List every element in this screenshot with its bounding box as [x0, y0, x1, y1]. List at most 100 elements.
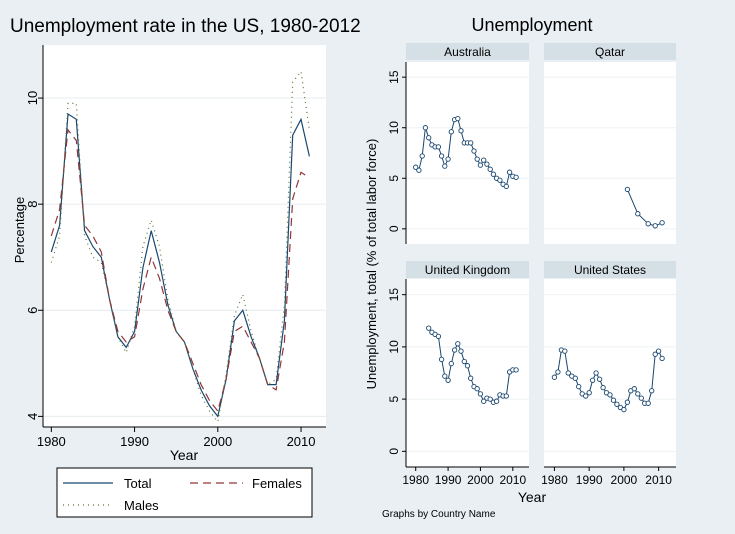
panel-y-tick-label: 15	[387, 288, 401, 302]
panel-data-point	[503, 393, 509, 399]
legend-label-total: Total	[124, 476, 152, 491]
panel-data-point	[506, 169, 513, 175]
panel-data-point	[565, 370, 571, 376]
panel-data-point	[551, 374, 558, 380]
panel-data-point	[645, 400, 651, 406]
panel-header	[406, 261, 529, 278]
left-gridlines	[43, 97, 326, 417]
left-x-tick-label: 2010	[287, 434, 316, 449]
left-y-tick-label: 4	[25, 413, 40, 420]
panel-x-tick-label: 2000	[467, 473, 494, 487]
panel-data-point	[583, 393, 589, 399]
panel-data-point	[451, 347, 458, 353]
panel-x-tick-label: 1980	[402, 473, 429, 487]
panel-data-point	[572, 375, 578, 381]
panel-data-point	[448, 360, 454, 367]
panel-y-tick-label: 10	[387, 121, 401, 135]
panel-x-tick-label: 2010	[499, 473, 526, 487]
panel-data-point	[655, 348, 662, 354]
panel-data-point	[645, 221, 651, 227]
legend-label-males: Males	[124, 498, 159, 513]
panel-data-point	[422, 125, 429, 131]
left-y-tick-label: 8	[25, 201, 40, 208]
panel-data-point	[471, 148, 477, 154]
left-plot-area	[43, 45, 326, 427]
panel-data-point	[435, 333, 442, 340]
right-x-axis-label: Year	[518, 489, 547, 505]
panel-data-point	[600, 384, 606, 391]
panel-data-point	[468, 140, 474, 146]
panel-data-point	[477, 162, 484, 168]
left-y-tick-label: 6	[25, 307, 40, 314]
panel-y-tick-label: 5	[387, 175, 401, 182]
panel-data-point	[445, 156, 451, 162]
panel-data-point	[610, 397, 617, 403]
panel-united-kingdom: United Kingdom 0 5 10 15 1980 1990 2000 2010	[387, 261, 529, 487]
panel-data-point	[635, 391, 641, 397]
panel-title: Australia	[444, 45, 491, 59]
panel-data-point	[596, 376, 603, 382]
legend-label-females: Females	[252, 476, 302, 491]
panel-data-point	[621, 406, 627, 413]
panel-data-point	[497, 177, 503, 183]
panel-y-tick-label: 0	[387, 225, 401, 232]
panel-data-point	[468, 375, 474, 381]
panel-data-point	[635, 211, 641, 217]
panel-data-point	[458, 128, 464, 134]
panel-data-point	[513, 174, 519, 180]
panel-plot-area	[544, 62, 676, 244]
panel-data-point	[442, 163, 448, 169]
graphs-by-note: Graphs by Country Name	[382, 509, 496, 520]
panel-x-tick-label: 2000	[611, 473, 638, 487]
panel-data-point	[464, 363, 471, 369]
panel-x-tick-label: 1980	[541, 473, 568, 487]
panel-data-point	[503, 183, 509, 190]
panel-data-point	[448, 129, 454, 135]
panel-data-point	[458, 348, 464, 354]
panel-australia: Australia 0 5 10 15	[387, 43, 529, 244]
panel-y-tick-label: 0	[387, 448, 401, 455]
left-series-lines	[50, 70, 310, 424]
panel-data-point	[589, 377, 596, 383]
left-x-axis-label: Year	[170, 447, 199, 463]
panel-data-point	[426, 135, 432, 141]
panel-data-point	[652, 223, 658, 229]
panel-data-point	[652, 351, 658, 357]
panel-title: Qatar	[595, 45, 625, 59]
right-y-axis-label: Unemployment, total (% of total labor fo…	[364, 139, 379, 390]
country-panels: Australia 0 5 10 15 Qatar United Kingdom 0 5 10 15…	[387, 43, 676, 487]
series-line-males	[50, 70, 310, 424]
left-chart-title: Unemployment rate in the US, 1980-2012	[10, 16, 361, 37]
left-axes: 4 6 8 10 1980 1990 2000 2010	[25, 45, 326, 449]
panel-data-point	[484, 161, 490, 167]
panel-data-point	[416, 167, 422, 173]
panel-data-point	[445, 377, 451, 383]
panel-data-point	[513, 367, 519, 373]
panel-data-point	[481, 157, 487, 163]
panel-y-tick-label: 5	[387, 395, 401, 402]
panel-data-point	[461, 358, 467, 365]
panel-data-point	[593, 370, 599, 376]
panel-x-tick-label: 1990	[576, 473, 603, 487]
panel-plot-area	[544, 279, 676, 467]
left-x-tick-label: 2000	[203, 434, 232, 449]
panel-data-point	[419, 153, 425, 159]
panel-data-point	[487, 396, 493, 402]
panel-data-point	[455, 341, 461, 347]
panel-data-point	[426, 325, 432, 331]
panel-data-point	[490, 171, 497, 177]
panel-data-point	[624, 186, 631, 193]
panel-data-point	[438, 153, 445, 159]
panel-header	[406, 43, 529, 60]
right-chart-title: Unemployment	[471, 15, 592, 35]
panel-data-point	[562, 348, 568, 354]
panel-data-point	[614, 401, 620, 407]
panel-data-point	[438, 356, 445, 363]
panel-y-tick-label: 15	[387, 70, 401, 84]
panel-data-point	[487, 166, 493, 172]
panel-x-tick-label: 2010	[645, 473, 672, 487]
panel-data-point	[631, 386, 637, 392]
panel-header	[544, 261, 676, 278]
panel-data-point	[413, 164, 419, 170]
